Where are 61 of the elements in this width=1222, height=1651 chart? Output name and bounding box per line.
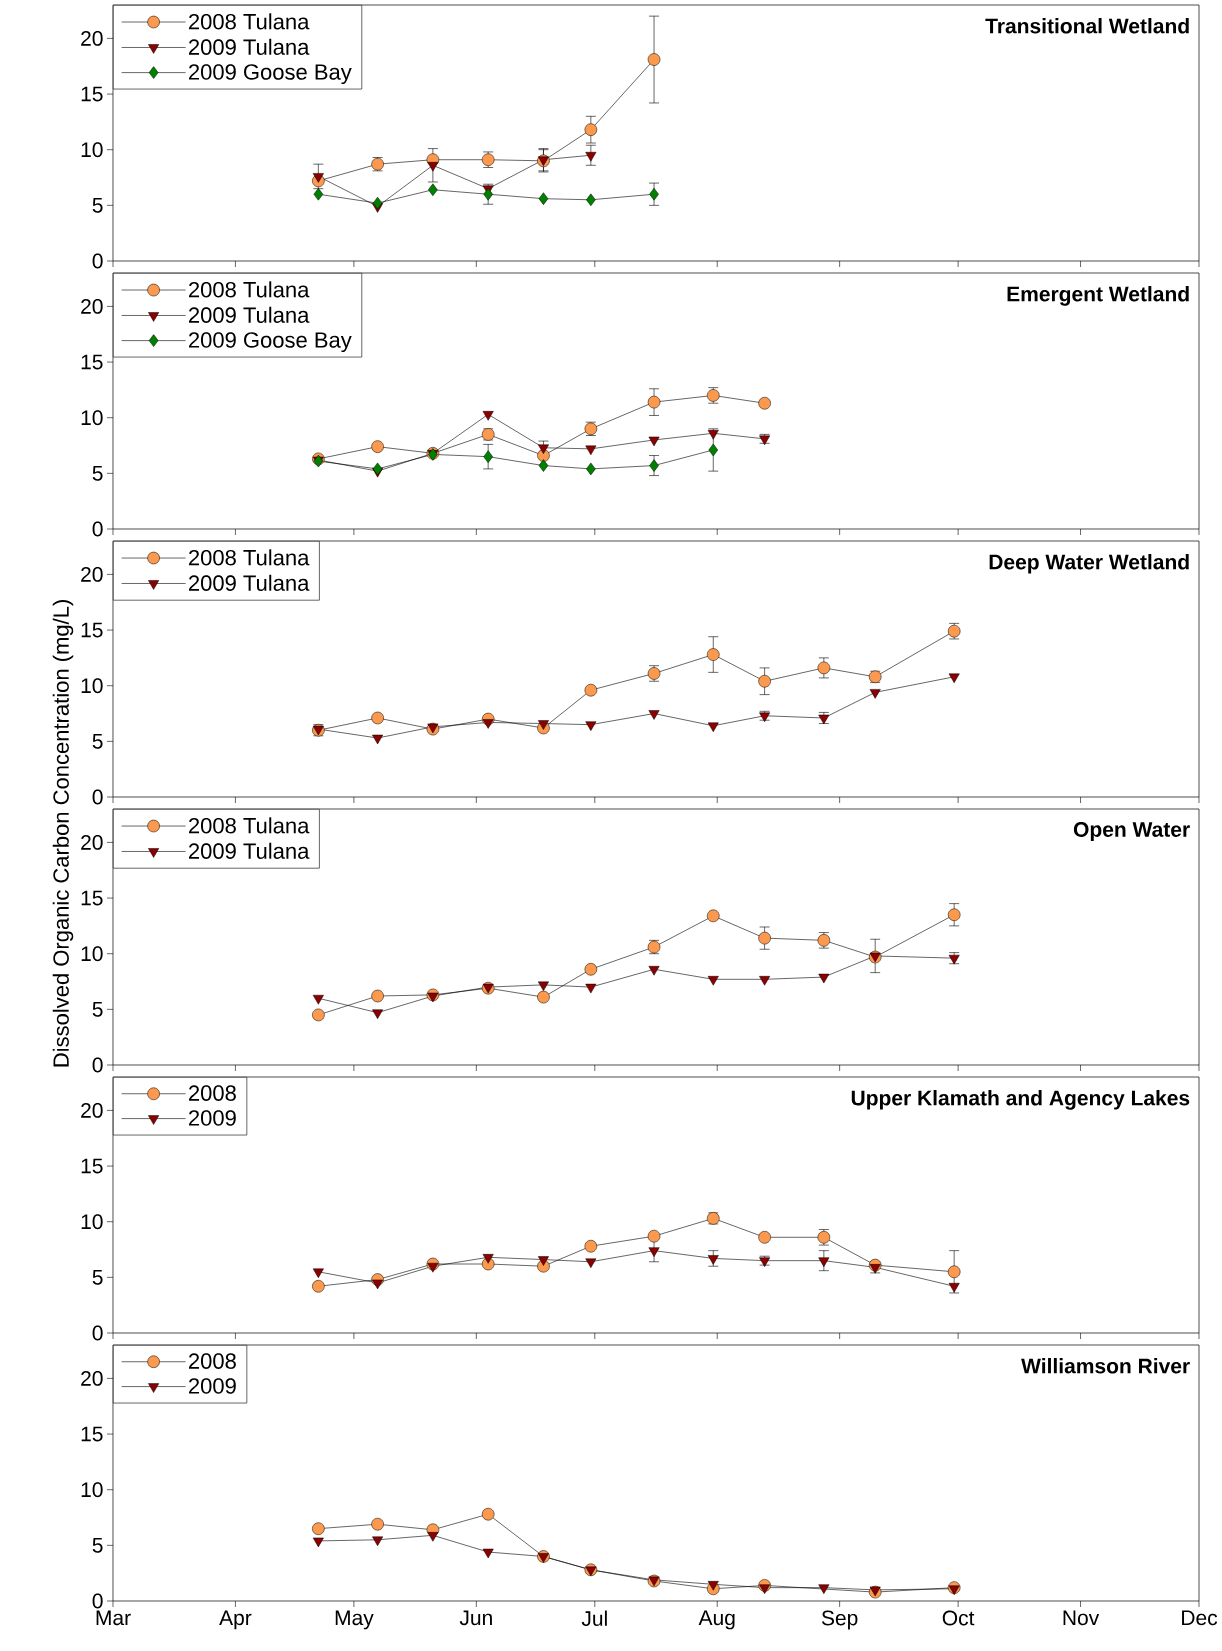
y-tick-label: 15 (81, 354, 103, 370)
legend-label: 2008 Tulana (189, 13, 310, 30)
y-tick-label: 20 (81, 1370, 103, 1386)
x-tick-label: Aug (698, 1610, 735, 1630)
y-tick-label: 10 (81, 142, 103, 158)
y-tick-label: 5 (92, 734, 103, 749)
legend-label: 2009 Tulana (189, 842, 310, 859)
y-tick-label: 5 (92, 466, 103, 481)
text: Deep Water Wetland (989, 554, 1189, 574)
y-tick-label: 0 (92, 1057, 103, 1073)
x-tick-label: Apr (219, 1610, 252, 1630)
y-tick-label: 20 (81, 566, 103, 582)
y-tick-label: 20 (81, 834, 103, 850)
legend-label: 2008 (189, 1353, 236, 1369)
y-tick-label: 10 (81, 410, 103, 426)
y-tick-label: 0 (92, 521, 103, 537)
legend-label: 2009 Tulana (189, 306, 310, 323)
x-tick-label: Sep (821, 1610, 858, 1630)
y-tick-label: 5 (92, 1270, 103, 1285)
y-tick-label: 15 (81, 1426, 103, 1442)
y-tick-label: 15 (81, 622, 103, 638)
legend-label: 2009 Goose Bay (189, 332, 352, 353)
y-tick-label: 15 (81, 890, 103, 906)
x-tick-label: Oct (942, 1610, 975, 1626)
y-axis-title: Dissolved Organic Carbon Concentration (mg/L) (52, 600, 74, 1067)
x-tick-label: Nov (1063, 1610, 1100, 1626)
y-tick-label: 0 (92, 1325, 103, 1341)
y-tick-label: 5 (92, 1538, 103, 1553)
y-tick-label: 5 (92, 1002, 103, 1017)
y-tick-label: 15 (81, 1158, 103, 1174)
legend-label: 2009 (189, 1110, 236, 1126)
x-tick-label: May (335, 1610, 374, 1630)
y-tick-label: 10 (81, 678, 103, 694)
legend-label: 2008 Tulana (189, 281, 310, 298)
chart-title: Williamson River (1021, 1358, 1190, 1374)
legend-label: 2009 Goose Bay (189, 64, 352, 85)
legend-label: 2008 Tulana (189, 549, 310, 566)
x-tick-label: Mar (96, 1610, 131, 1626)
y-tick-label: 10 (81, 946, 103, 962)
y-tick-label: 0 (92, 253, 103, 269)
y-tick-label: 10 (81, 1482, 103, 1498)
text: Upper Klamath and Agency Lakes (851, 1090, 1190, 1110)
legend-label: 2008 Tulana (189, 817, 310, 834)
y-tick-label: 20 (81, 298, 103, 314)
y-tick-label: 0 (92, 1593, 103, 1609)
y-tick-label: 5 (92, 198, 103, 213)
y-tick-label: 0 (92, 789, 103, 805)
legend-label: 2009 Tulana (189, 574, 310, 591)
y-tick-label: 10 (81, 1214, 103, 1230)
text: Open Water (1073, 822, 1190, 842)
y-tick-label: 20 (81, 1102, 103, 1118)
x-tick-label: Dec (1182, 1610, 1218, 1626)
y-tick-label: 20 (81, 30, 103, 46)
chart-title: Transitional Wetland (985, 18, 1189, 34)
y-tick-label: 15 (81, 86, 103, 102)
x-tick-label: Jun (459, 1610, 492, 1626)
legend-label: 2009 Tulana (189, 38, 310, 55)
text: Emergent Wetland (1007, 286, 1189, 306)
legend-label: 2009 (189, 1378, 236, 1394)
x-tick-label: Jul (581, 1610, 607, 1626)
legend-label: 2008 (189, 1085, 236, 1101)
